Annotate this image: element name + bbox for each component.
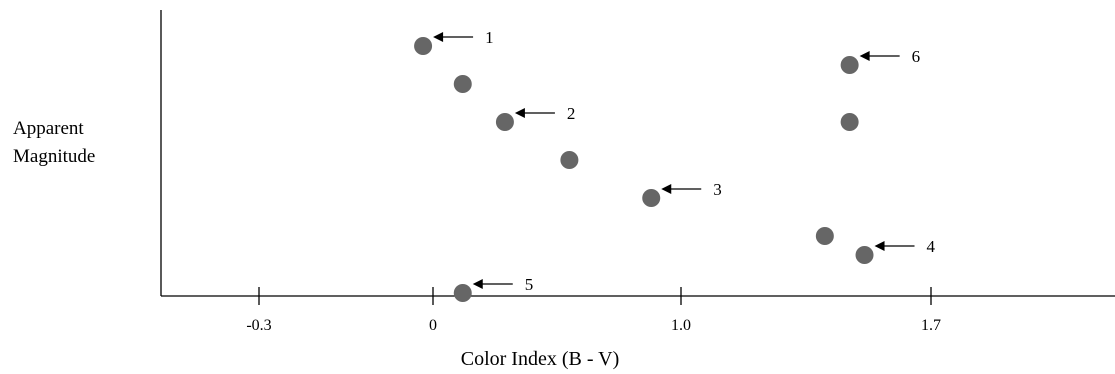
annotation-arrow-head bbox=[433, 32, 444, 42]
x-axis-label: Color Index (B - V) bbox=[461, 348, 620, 370]
star-number-label: 3 bbox=[713, 180, 722, 199]
data-points bbox=[414, 37, 874, 302]
data-point bbox=[453, 284, 472, 302]
data-point bbox=[855, 246, 874, 264]
data-point bbox=[840, 113, 859, 131]
star-number-label: 5 bbox=[525, 275, 534, 294]
data-point bbox=[560, 151, 579, 169]
x-ticks: -0.3 0 1.0 1.7 bbox=[246, 287, 941, 334]
annotation-arrow-head bbox=[472, 279, 483, 289]
y-axis-label-line-2: Magnitude bbox=[13, 146, 96, 167]
data-point bbox=[815, 227, 834, 245]
data-point bbox=[414, 37, 433, 55]
axes bbox=[160, 10, 1115, 297]
annotations: 1 2 3 4 5 6 bbox=[433, 28, 936, 294]
star-number-label: 6 bbox=[912, 47, 921, 66]
annotation-arrow-head bbox=[874, 241, 885, 251]
x-tick-label: 0 bbox=[429, 317, 437, 334]
data-point bbox=[840, 56, 859, 74]
annotation-arrow-head bbox=[514, 108, 525, 118]
annotation-arrow-head bbox=[661, 184, 672, 194]
data-point bbox=[453, 75, 472, 93]
star-number-label: 4 bbox=[927, 237, 936, 256]
x-tick-label: 1.0 bbox=[671, 317, 691, 334]
annotation-arrow-head bbox=[859, 51, 870, 61]
data-point bbox=[642, 189, 661, 207]
data-point bbox=[495, 113, 514, 131]
star-number-label: 1 bbox=[485, 28, 494, 47]
y-axis-label-line-1: Apparent bbox=[13, 118, 84, 139]
star-number-label: 2 bbox=[567, 104, 576, 123]
x-tick-label: 1.7 bbox=[921, 317, 941, 334]
x-tick-label: -0.3 bbox=[246, 317, 271, 334]
